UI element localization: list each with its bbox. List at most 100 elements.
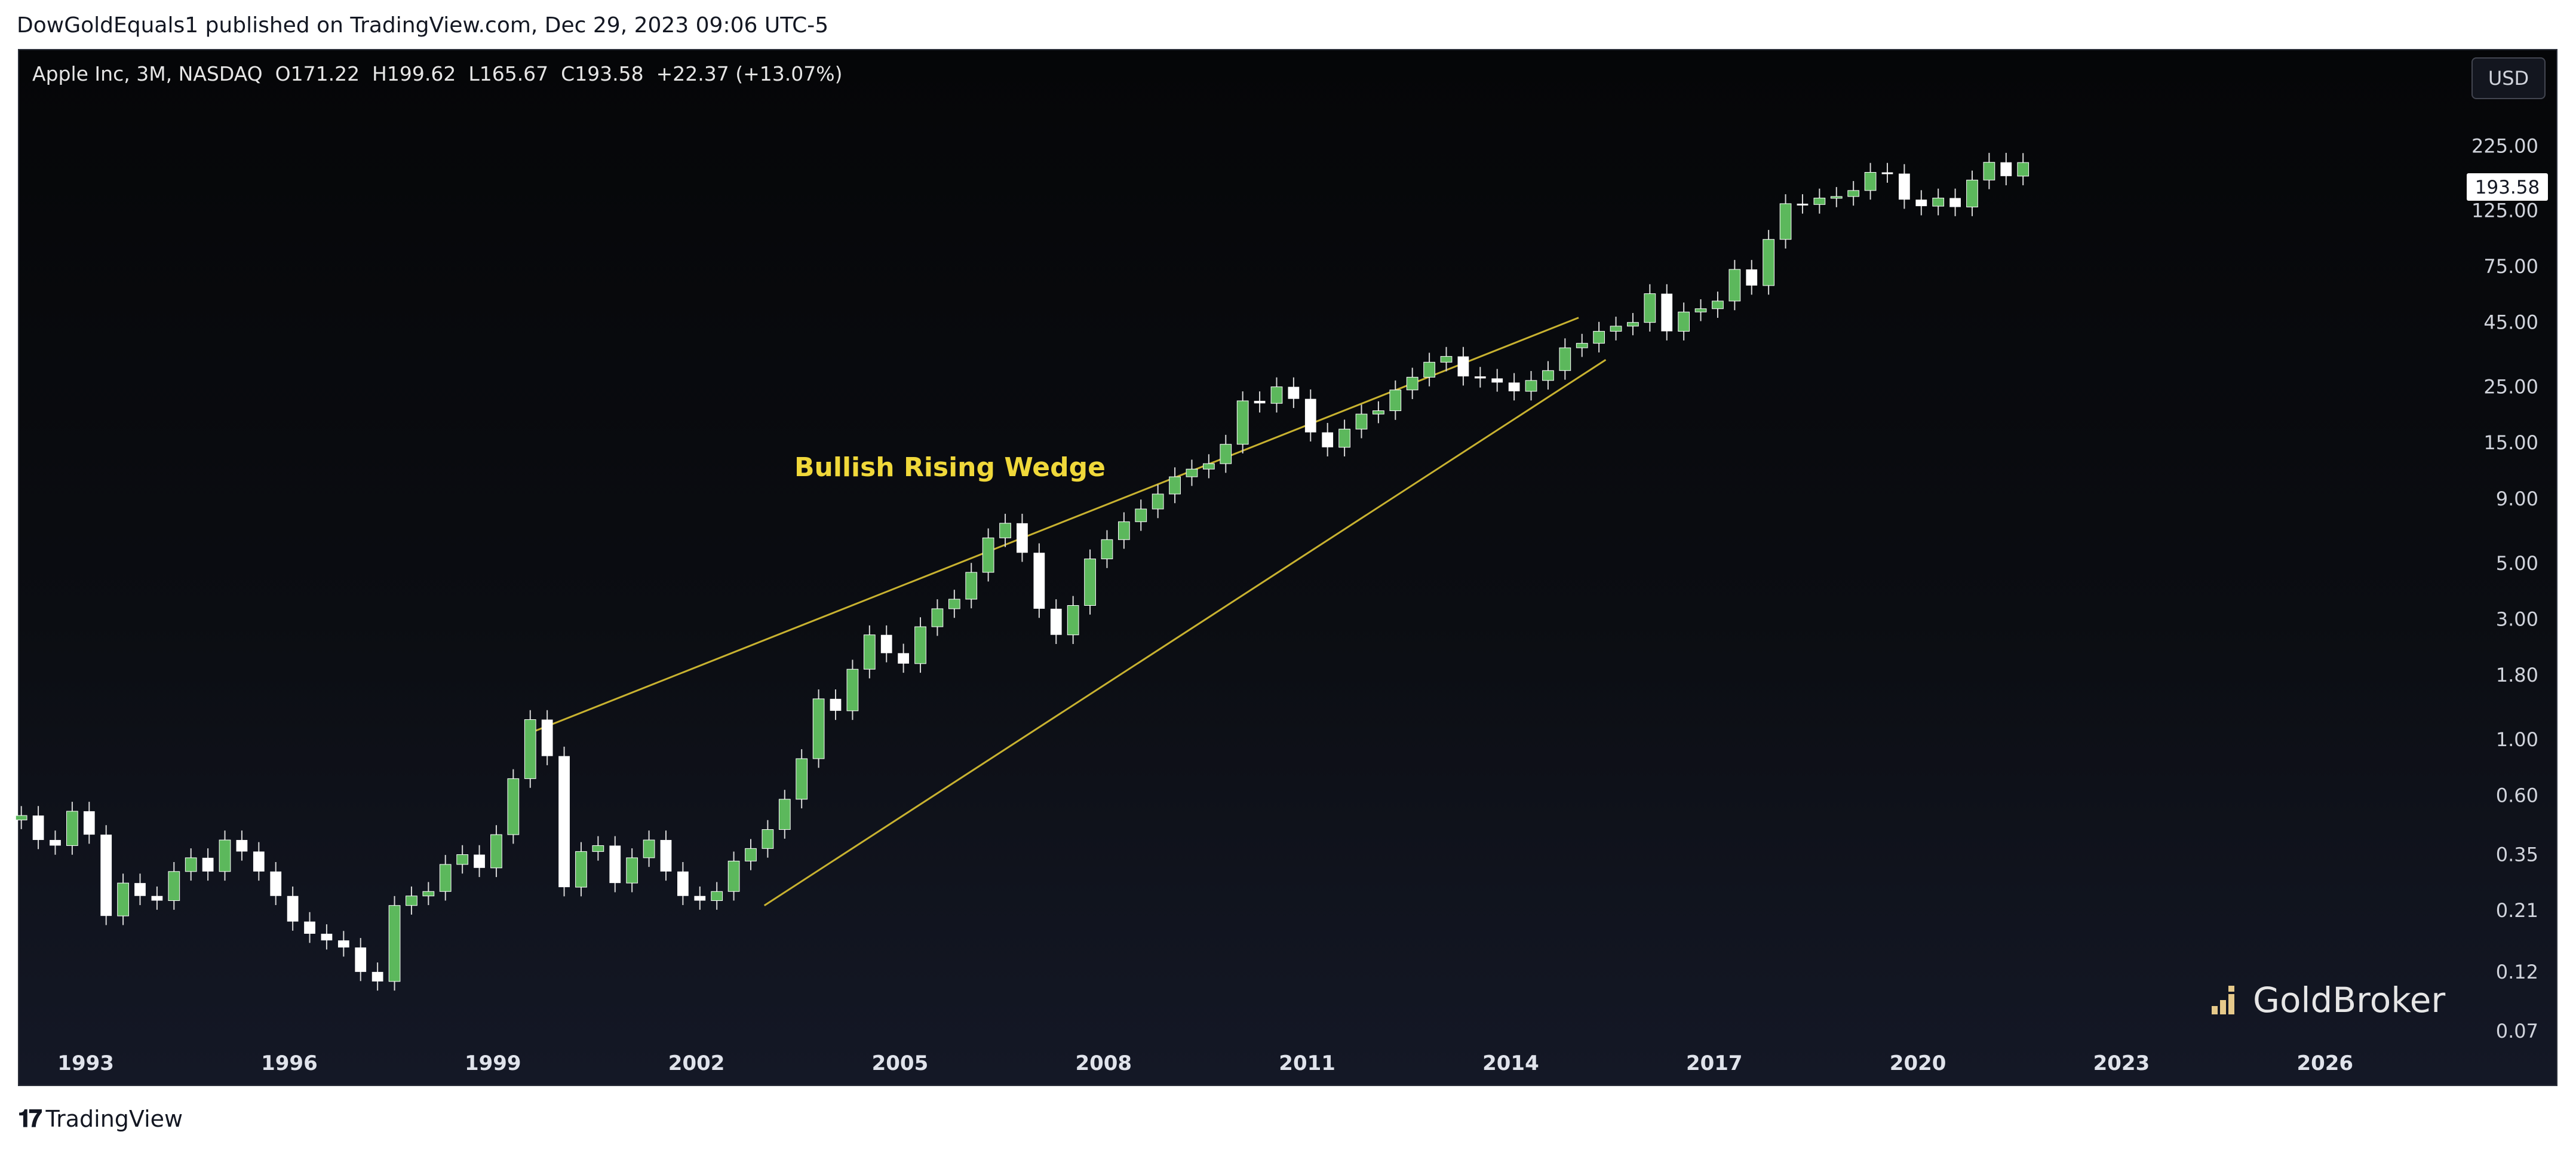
candle-up — [439, 864, 452, 892]
trendline-lower[interactable] — [763, 358, 1607, 906]
x-tick-label: 2020 — [1890, 1051, 1946, 1075]
y-axis: 400.00225.00125.0075.0045.0025.0015.009.… — [2471, 72, 2538, 1042]
candle-up — [745, 848, 757, 861]
candle-down — [1033, 553, 1045, 609]
candle-down — [660, 840, 672, 872]
candle-down — [1881, 172, 1893, 174]
last-price-label: 193.58 — [2475, 177, 2540, 198]
candle-up — [643, 839, 655, 858]
candle-up — [2017, 162, 2030, 177]
candle-up — [1236, 400, 1249, 445]
currency-button[interactable]: USD — [2471, 57, 2546, 99]
candle-up — [1084, 559, 1096, 606]
candle-down — [1746, 269, 1758, 286]
candle-up — [168, 871, 180, 901]
candle-up — [1983, 162, 1995, 180]
x-tick-label: 2005 — [872, 1051, 929, 1075]
candle-up — [1830, 196, 1843, 199]
candle-up — [1067, 605, 1079, 636]
candle-up — [778, 799, 791, 830]
candle-down — [609, 845, 621, 884]
tradingview-logo-icon: 𝟏𝟕 — [18, 1105, 42, 1133]
published-caption: DowGoldEquals1 published on TradingView.… — [17, 13, 829, 38]
candle-down — [1050, 608, 1062, 635]
candle-up — [1576, 343, 1588, 348]
symbol-legend: Apple Inc, 3M, NASDAQ O171.22 H199.62 L1… — [32, 62, 843, 85]
candle-down — [83, 811, 95, 835]
candle-up — [388, 905, 401, 982]
candle-up — [762, 829, 774, 849]
candle-down — [50, 840, 61, 846]
candle-down — [32, 815, 44, 841]
candle-up — [1593, 331, 1605, 344]
y-tick-label: 9.00 — [2496, 487, 2538, 510]
candle-up — [575, 851, 587, 888]
candle-up — [1644, 293, 1656, 323]
candle-up — [1423, 361, 1435, 378]
y-tick-label: 45.00 — [2483, 311, 2538, 334]
y-tick-label: 3.00 — [2496, 608, 2538, 630]
candle-up — [982, 537, 994, 573]
candle-up — [1203, 463, 1215, 470]
trendline-upper[interactable] — [526, 317, 1579, 735]
candle-down — [1254, 400, 1266, 404]
candle-up — [1152, 493, 1164, 510]
x-tick-label: 2011 — [1279, 1051, 1335, 1075]
candle-up — [1542, 370, 1554, 381]
candle-up — [1186, 468, 1198, 477]
x-tick-label: 1993 — [57, 1051, 114, 1075]
wedge-annotation: Bullish Rising Wedge — [794, 452, 1106, 483]
candle-up — [1559, 347, 1571, 371]
candle-down — [236, 840, 248, 852]
candle-up — [1338, 428, 1350, 448]
candle-up — [1627, 322, 1639, 327]
candle-up — [422, 891, 435, 897]
candle-down — [541, 719, 553, 756]
candle-down — [2000, 162, 2012, 176]
candle-down — [474, 854, 485, 868]
candle-down — [1288, 387, 1300, 399]
goldbroker-watermark: GoldBroker — [2212, 980, 2445, 1020]
candle-up — [1406, 376, 1419, 391]
candle-down — [202, 857, 214, 872]
candle-down — [371, 971, 383, 982]
candle-up — [1779, 203, 1792, 240]
candle-up — [1763, 239, 1775, 286]
candle-up — [1373, 410, 1384, 415]
y-tick-label: 1.80 — [2496, 664, 2538, 686]
candle-up — [626, 857, 638, 884]
candle-up — [711, 891, 723, 901]
candle-down — [1508, 382, 1520, 392]
wedge-trendlines[interactable] — [526, 317, 1607, 906]
tradingview-brand[interactable]: 𝟏𝟕 TradingView — [18, 1105, 183, 1133]
candle-down — [1915, 200, 1927, 207]
candle-up — [999, 523, 1011, 538]
candle-up — [1169, 476, 1181, 495]
y-tick-label: 0.60 — [2496, 784, 2538, 807]
candle-up — [15, 815, 27, 821]
candle-down — [880, 634, 892, 654]
last-price-tag: 193.58 — [2467, 173, 2548, 201]
candle-up — [1847, 190, 1860, 197]
goldbroker-bars-icon — [2212, 986, 2234, 1014]
candle-up — [863, 634, 876, 670]
y-tick-label: 25.00 — [2483, 376, 2538, 398]
tradingview-brand-label: TradingView — [45, 1106, 183, 1132]
x-tick-label: 2023 — [2093, 1051, 2150, 1075]
y-tick-label: 0.07 — [2496, 1020, 2538, 1042]
x-axis: 1993 1996 1999 2002 2005 2008 2011 2014 2017 2020… — [57, 1051, 2353, 1075]
y-tick-label: 0.12 — [2496, 961, 2538, 983]
candle-up — [1712, 300, 1724, 309]
x-tick-label: 1996 — [261, 1051, 318, 1075]
candle-down — [1899, 173, 1910, 200]
candle-up — [1728, 269, 1741, 302]
candle-up — [1525, 380, 1537, 392]
candle-up — [507, 778, 520, 835]
candle-up — [66, 811, 78, 846]
candle-up — [185, 857, 197, 872]
y-tick-label: 225.00 — [2471, 134, 2538, 157]
candle-up — [1220, 444, 1232, 464]
watermark-text: GoldBroker — [2253, 980, 2445, 1020]
candle-down — [355, 947, 367, 972]
